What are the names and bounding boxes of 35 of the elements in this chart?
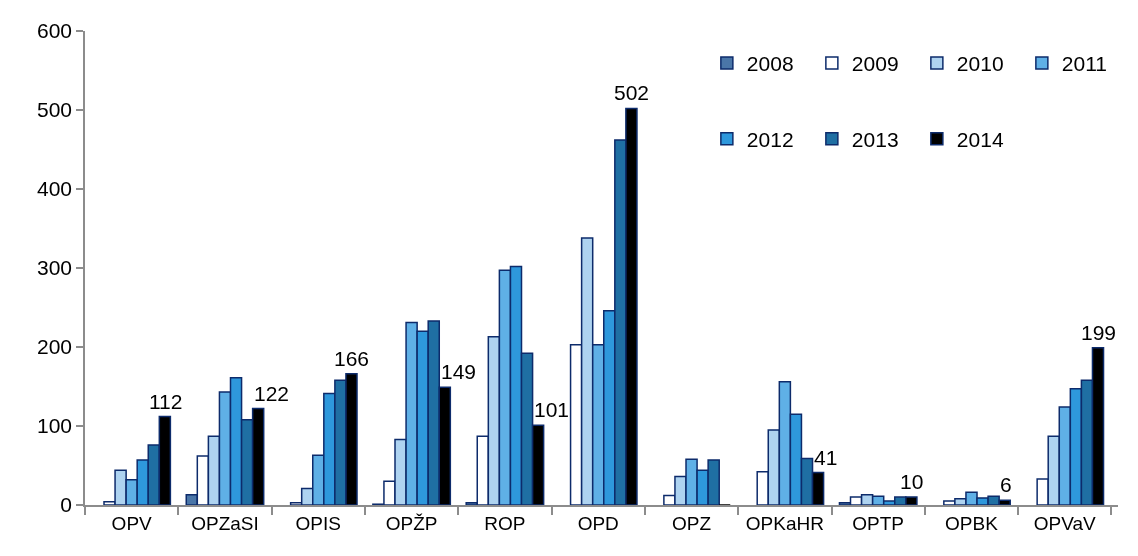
x-tick-label: ROP <box>484 512 526 534</box>
x-tick-label: OPD <box>577 512 619 534</box>
x-tick-label: OPZ <box>672 512 712 534</box>
data-label: 10 <box>900 470 924 493</box>
x-tick-label: OPKaHR <box>745 512 824 534</box>
x-tick-label: OPV <box>111 512 153 534</box>
legend-label: 2013 <box>851 128 899 152</box>
y-tick-label: 600 <box>37 19 73 43</box>
legend-label: 2012 <box>746 128 794 152</box>
y-tick-label: 500 <box>37 98 73 122</box>
x-tick-label: OPBK <box>945 512 999 534</box>
legend-label: 2014 <box>956 128 1004 152</box>
legend-label: 2011 <box>1061 52 1108 76</box>
x-tick-label: OPIS <box>295 512 341 534</box>
data-label: 112 <box>149 390 183 413</box>
data-label: 101 <box>534 398 570 421</box>
data-label: 6 <box>1000 473 1012 496</box>
y-tick-label: 300 <box>37 256 73 280</box>
y-tick-label: 400 <box>37 177 73 201</box>
y-tick-label: 100 <box>37 414 73 438</box>
legend-label: 2009 <box>851 52 899 76</box>
legend-label: 2008 <box>746 52 794 76</box>
data-label: 122 <box>254 382 290 405</box>
x-tick-label: OPZaSI <box>191 512 259 534</box>
data-label: 502 <box>614 81 650 104</box>
data-label: 149 <box>441 360 477 383</box>
data-label: 41 <box>814 446 838 469</box>
y-tick-label: 0 <box>60 493 73 517</box>
legend-label: 2010 <box>956 52 1004 76</box>
data-label: 166 <box>334 347 370 370</box>
x-tick-label: OPŽP <box>385 512 438 534</box>
x-tick-label: OPTP <box>852 512 905 534</box>
data-label: 199 <box>1081 321 1117 344</box>
x-tick-label: OPVaV <box>1033 512 1097 534</box>
y-tick-label: 200 <box>37 335 73 359</box>
